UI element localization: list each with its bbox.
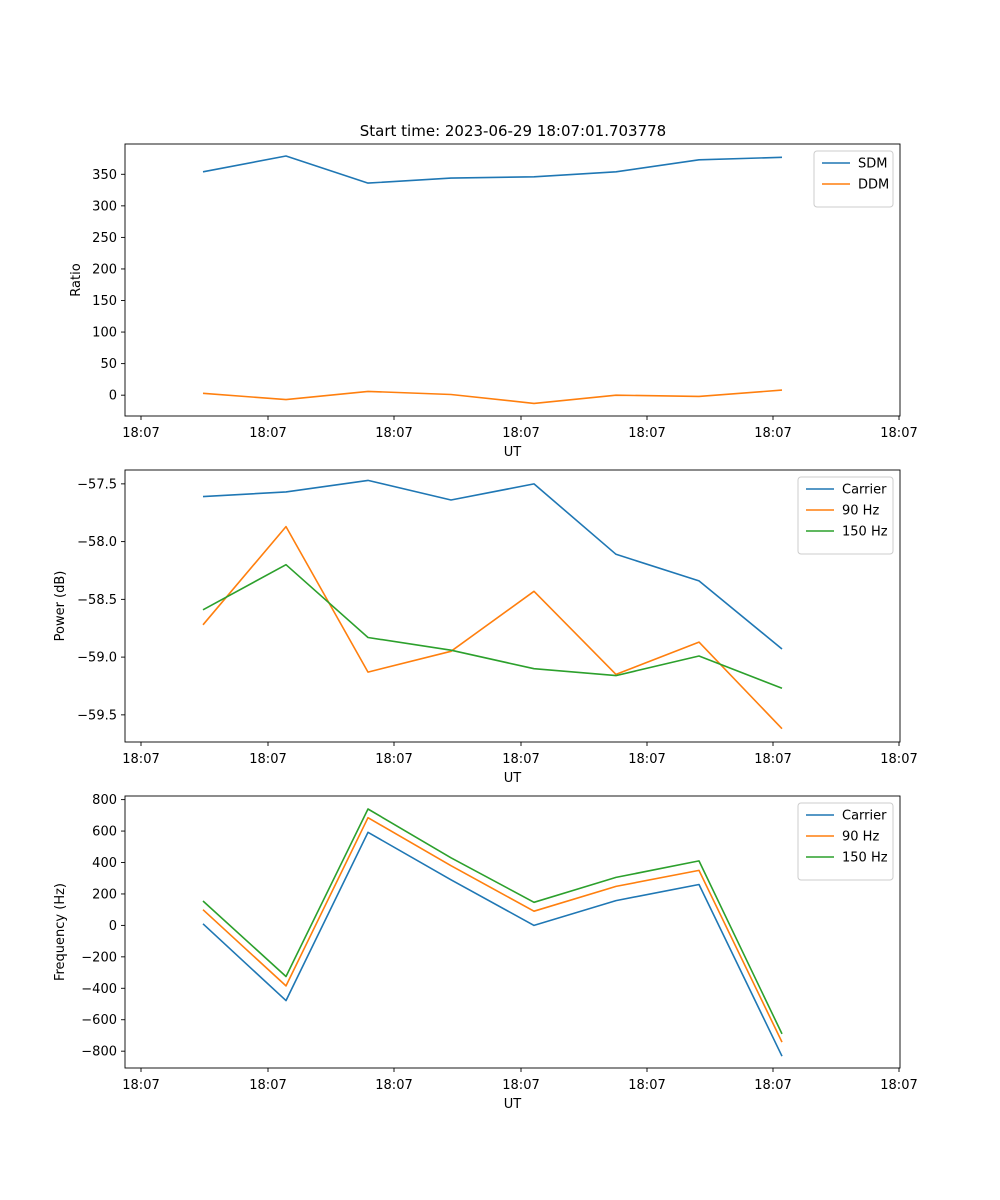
y-axis-label: Ratio	[69, 263, 84, 296]
panel-2: 18:07 18:07 18:07 18:07 18:07 18:07 18:07 −59.5…	[53, 469, 918, 786]
x-tick-label: 18:07	[754, 752, 791, 767]
series-line-150-hz	[202, 808, 783, 1035]
x-tick-label: 18:07	[628, 426, 665, 441]
y-tick-label: 100	[92, 326, 117, 341]
legend-label: Carrier	[842, 809, 887, 824]
y-tick-label: −600	[81, 1013, 117, 1028]
legend-box	[797, 802, 894, 881]
legend-label: 90 Hz	[842, 504, 879, 519]
y-tick-label: 350	[92, 168, 117, 183]
series-line-150-hz	[202, 563, 783, 690]
y-axis-label: Frequency (Hz)	[53, 883, 68, 981]
legend-box	[797, 476, 894, 555]
x-tick-label: 18:07	[122, 752, 159, 767]
legend: Carrier 90 Hz 150 Hz	[797, 802, 894, 881]
y-tick-label: −58.0	[77, 535, 117, 550]
x-tick-label: 18:07	[628, 752, 665, 767]
x-tick-label: 18:07	[122, 1078, 159, 1093]
y-tick-label: 800	[92, 793, 117, 808]
x-tick-label: 18:07	[880, 752, 917, 767]
series-line-sdm	[202, 155, 783, 184]
x-tick-label: 18:07	[249, 426, 286, 441]
y-tick-label: 0	[109, 919, 117, 934]
series-line-carrier	[202, 831, 783, 1057]
panel-3: 18:07 18:07 18:07 18:07 18:07 18:07 18:07 −800 −…	[53, 793, 918, 1112]
x-tick-label: 18:07	[375, 1078, 412, 1093]
x-tick-label: 18:07	[122, 426, 159, 441]
x-tick-label: 18:07	[502, 752, 539, 767]
x-tick-label: 18:07	[754, 1078, 791, 1093]
y-tick-label: −59.0	[77, 651, 117, 666]
y-tick-label: 200	[92, 262, 117, 277]
axes-frame	[124, 795, 901, 1069]
y-tick-label: 50	[100, 357, 117, 372]
x-axis-label: UT	[504, 771, 522, 786]
x-tick-label: 18:07	[628, 1078, 665, 1093]
panel-1: 18:07 18:07 18:07 18:07 18:07 18:07 18:07 0 50 10…	[69, 143, 918, 460]
axes-frame	[124, 469, 901, 743]
series-line-carrier	[202, 479, 783, 650]
legend-label: Carrier	[842, 483, 887, 498]
legend: Carrier 90 Hz 150 Hz	[797, 476, 894, 555]
panels: 18:07 18:07 18:07 18:07 18:07 18:07 18:07 0 50 10…	[53, 143, 918, 1112]
y-tick-label: −57.5	[77, 477, 117, 492]
legend: SDM DDM	[813, 150, 894, 208]
legend-label: SDM	[858, 157, 887, 172]
series-line-90-hz	[202, 816, 783, 1043]
y-tick-label: −200	[81, 950, 117, 965]
y-tick-label: −58.5	[77, 593, 117, 608]
legend-label: 150 Hz	[842, 525, 888, 540]
series-line-90-hz	[202, 525, 783, 730]
x-tick-label: 18:07	[880, 426, 917, 441]
y-tick-label: 600	[92, 825, 117, 840]
x-tick-label: 18:07	[502, 1078, 539, 1093]
x-axis-label: UT	[504, 445, 522, 460]
y-tick-label: 400	[92, 856, 117, 871]
series-line-ddm	[202, 389, 783, 405]
x-tick-label: 18:07	[375, 752, 412, 767]
y-tick-label: 200	[92, 887, 117, 902]
legend-label: 90 Hz	[842, 830, 879, 845]
legend-box	[813, 150, 894, 208]
y-tick-label: 300	[92, 199, 117, 214]
legend-label: DDM	[858, 178, 889, 193]
x-tick-label: 18:07	[880, 1078, 917, 1093]
y-tick-label: 0	[109, 389, 117, 404]
y-tick-label: −400	[81, 982, 117, 997]
y-tick-label: −800	[81, 1045, 117, 1060]
legend-label: 150 Hz	[842, 851, 888, 866]
x-tick-label: 18:07	[249, 1078, 286, 1093]
y-tick-label: 250	[92, 231, 117, 246]
x-tick-label: 18:07	[249, 752, 286, 767]
x-axis-label: UT	[504, 1097, 522, 1112]
x-tick-label: 18:07	[375, 426, 412, 441]
x-tick-label: 18:07	[502, 426, 539, 441]
y-tick-label: −59.5	[77, 708, 117, 723]
chart-title: Start time: 2023-06-29 18:07:01.703778	[360, 122, 666, 140]
x-tick-label: 18:07	[754, 426, 791, 441]
axes-frame	[124, 143, 901, 417]
y-axis-label: Power (dB)	[53, 571, 68, 642]
y-tick-label: 150	[92, 294, 117, 309]
